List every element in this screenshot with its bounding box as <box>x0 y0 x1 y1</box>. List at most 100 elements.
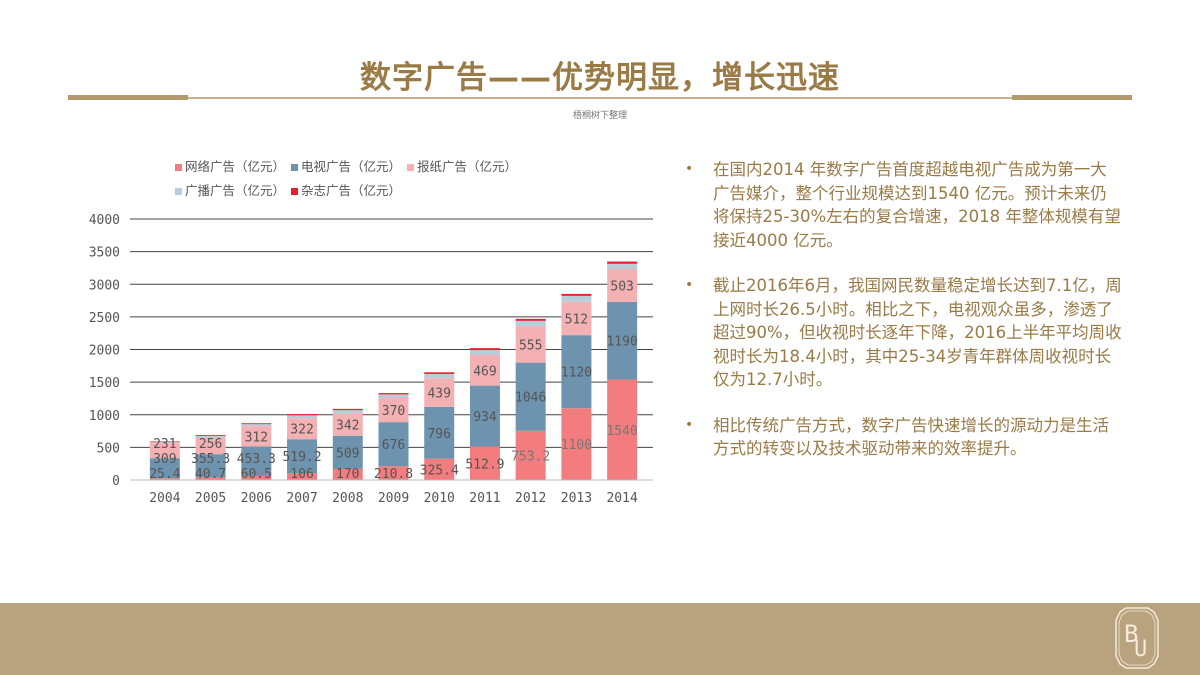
title-divider <box>68 97 1132 99</box>
bar-segment <box>332 410 363 414</box>
data-label: 312 <box>245 430 268 445</box>
bar-segment <box>607 301 638 380</box>
data-label: 210.8 <box>374 467 413 482</box>
legend-item: 广播广告（亿元） <box>175 183 285 198</box>
legend-label: 杂志广告（亿元） <box>301 183 402 198</box>
bar-segment <box>332 413 363 436</box>
bar-segment <box>195 454 226 478</box>
y-tick-label: 2500 <box>89 311 120 326</box>
bar-segment <box>287 414 318 416</box>
bar-segment <box>378 422 409 467</box>
bar-segment <box>424 378 455 407</box>
bar-segment <box>424 373 455 379</box>
data-label: 231 <box>153 437 176 452</box>
y-tick-label: 1000 <box>89 409 120 424</box>
data-label: 40.7 <box>195 467 226 482</box>
x-tick-label: 2013 <box>561 491 592 506</box>
data-label: 676 <box>382 438 405 453</box>
data-label: 753.2 <box>511 449 550 464</box>
bar-segment <box>332 408 363 411</box>
bar-segment <box>515 320 546 327</box>
bar-segment <box>469 354 500 386</box>
legend-label: 广播广告（亿元） <box>185 183 286 198</box>
bar-segment <box>195 437 226 455</box>
x-tick-label: 2007 <box>286 491 317 506</box>
data-label: 509 <box>336 446 359 461</box>
y-tick-label: 3000 <box>89 278 120 293</box>
bar-segment <box>561 301 592 336</box>
data-label: 106 <box>290 467 313 482</box>
y-tick-label: 2000 <box>89 344 120 359</box>
data-label: 453.3 <box>237 452 276 467</box>
data-label: 512.9 <box>465 457 504 472</box>
bar-segment <box>149 443 180 459</box>
data-label: 170 <box>336 467 359 482</box>
legend-item: 电视广告（亿元） <box>291 159 401 174</box>
bar-segment <box>287 415 318 419</box>
bar-segment <box>424 372 455 374</box>
bar-segment <box>515 430 546 480</box>
bar-segment <box>287 418 318 440</box>
bar-segment <box>378 393 409 395</box>
bar-segment <box>607 263 638 270</box>
data-label: 796 <box>427 427 450 442</box>
data-label: 256 <box>199 437 222 452</box>
data-label: 1100 <box>561 438 592 453</box>
data-label: 1190 <box>606 335 637 350</box>
data-label: 309 <box>153 452 176 467</box>
bar-segment <box>607 269 638 302</box>
data-label: 370 <box>382 404 405 419</box>
bar-segment <box>378 394 409 398</box>
data-label: 355.3 <box>191 452 230 467</box>
bar-segment <box>515 326 546 363</box>
bar-segment <box>561 293 592 296</box>
bar-segment <box>241 423 272 425</box>
data-label: 60.5 <box>241 467 272 482</box>
legend-label: 报纸广告（亿元） <box>417 159 518 174</box>
y-tick-label: 500 <box>97 441 120 456</box>
logo-crest-icon: B U <box>1115 607 1159 669</box>
bar-segment <box>424 406 455 459</box>
bullet-item: 相比传统广告方式，数字广告快速增长的源动力是生活方式的转变以及技术驱动带来的效率… <box>683 414 1123 461</box>
bar-segment <box>424 458 455 480</box>
legend-swatch <box>407 164 415 171</box>
stacked-bar-chart: 0500100015002000250030003500400025.43092… <box>89 213 653 506</box>
x-tick-label: 2005 <box>195 491 226 506</box>
bar-segment <box>469 385 500 447</box>
y-tick-label: 1500 <box>89 376 120 391</box>
source-note: 梧桐树下整理 <box>572 111 627 121</box>
x-tick-label: 2004 <box>149 491 180 506</box>
footer-band <box>0 603 1200 675</box>
chart-legend: 网络广告（亿元） 电视广告（亿元） 报纸广告（亿元） 广播广告（亿元） 杂志广告（亿元… <box>175 155 595 203</box>
bar-segment <box>149 458 180 479</box>
bar-segment <box>195 435 226 438</box>
data-label: 555 <box>519 338 542 353</box>
bar-segment <box>149 441 180 443</box>
legend-swatch <box>175 164 182 171</box>
legend-swatch <box>291 188 299 195</box>
bar-segment <box>515 362 546 431</box>
data-label: 519.2 <box>282 450 321 465</box>
data-label: 1540 <box>606 424 637 439</box>
x-tick-label: 2014 <box>606 491 637 506</box>
data-label: 342 <box>336 419 359 434</box>
bar-segment <box>607 261 638 264</box>
title-divider-right-accent <box>1012 95 1132 100</box>
bar-segment <box>607 379 638 480</box>
x-tick-label: 2006 <box>241 491 272 506</box>
x-tick-label: 2009 <box>378 491 409 506</box>
bar-segment <box>149 478 180 480</box>
data-label: 1120 <box>561 366 592 381</box>
svg-text:B: B <box>1124 620 1138 648</box>
bar-segment <box>149 442 180 444</box>
legend-item: 杂志广告（亿元） <box>291 183 401 198</box>
y-tick-label: 0 <box>112 474 120 489</box>
bar-segment <box>332 435 363 469</box>
title-divider-left-accent <box>68 95 188 100</box>
x-tick-label: 2012 <box>515 491 546 506</box>
bar-segment <box>241 424 272 427</box>
y-tick-label: 4000 <box>89 213 120 228</box>
bar-segment <box>195 477 226 480</box>
svg-text:U: U <box>1134 637 1147 662</box>
data-label: 25.4 <box>149 467 180 482</box>
